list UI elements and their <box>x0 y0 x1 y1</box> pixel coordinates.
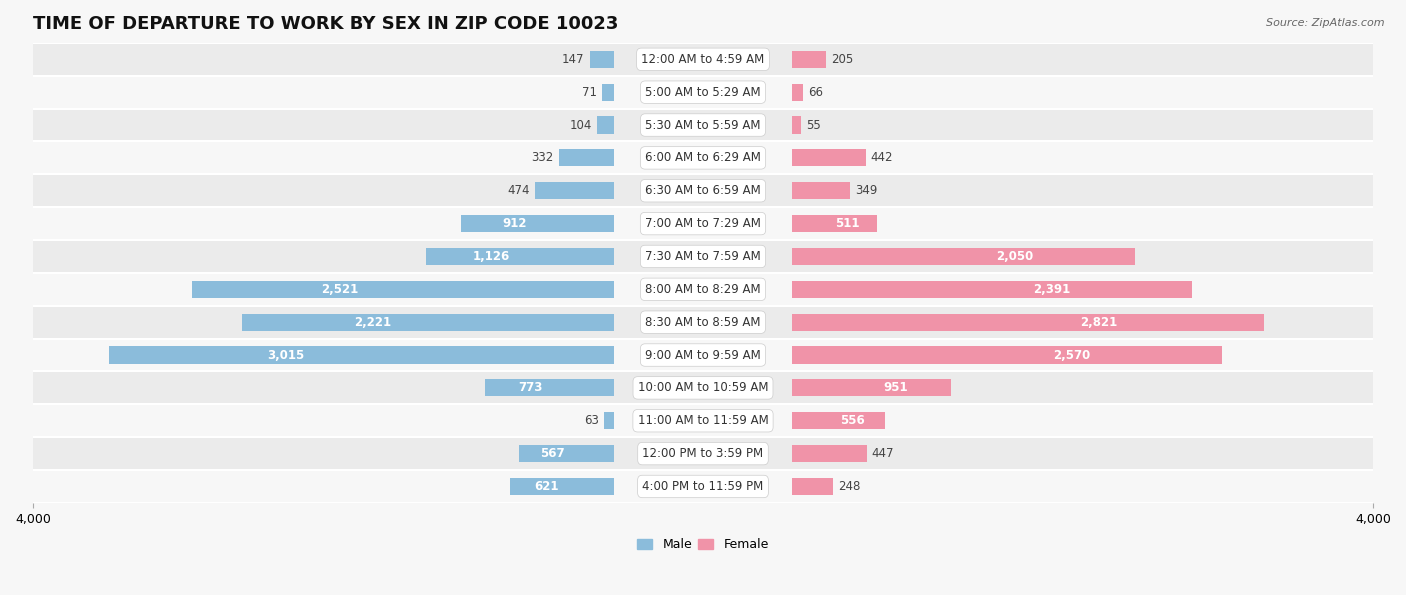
Text: 2,521: 2,521 <box>321 283 359 296</box>
Bar <box>32 405 1374 437</box>
Bar <box>32 371 1374 405</box>
Text: 442: 442 <box>870 151 893 164</box>
Bar <box>485 380 614 396</box>
Text: 3,015: 3,015 <box>267 349 305 362</box>
Bar <box>558 149 614 167</box>
Text: 12:00 AM to 4:59 AM: 12:00 AM to 4:59 AM <box>641 53 765 66</box>
Text: 5:30 AM to 5:59 AM: 5:30 AM to 5:59 AM <box>645 118 761 131</box>
Bar <box>32 109 1374 142</box>
Text: 4:00 PM to 11:59 PM: 4:00 PM to 11:59 PM <box>643 480 763 493</box>
Text: 9:00 AM to 9:59 AM: 9:00 AM to 9:59 AM <box>645 349 761 362</box>
Bar <box>32 142 1374 174</box>
Bar <box>32 470 1374 503</box>
Text: 556: 556 <box>839 414 865 427</box>
Text: 1,126: 1,126 <box>472 250 510 263</box>
Text: 12:00 PM to 3:59 PM: 12:00 PM to 3:59 PM <box>643 447 763 460</box>
Text: 6:30 AM to 6:59 AM: 6:30 AM to 6:59 AM <box>645 184 761 198</box>
Text: 621: 621 <box>534 480 558 493</box>
Bar <box>110 346 614 364</box>
Text: 511: 511 <box>835 217 859 230</box>
Text: 567: 567 <box>540 447 565 460</box>
Bar <box>792 51 827 68</box>
Bar <box>32 207 1374 240</box>
Bar <box>792 248 1135 265</box>
Text: 349: 349 <box>855 184 877 198</box>
Bar <box>426 248 614 265</box>
Text: 8:30 AM to 8:59 AM: 8:30 AM to 8:59 AM <box>645 316 761 328</box>
Text: Source: ZipAtlas.com: Source: ZipAtlas.com <box>1267 18 1385 28</box>
Bar <box>792 182 851 199</box>
Text: 2,391: 2,391 <box>1033 283 1071 296</box>
Bar <box>32 76 1374 109</box>
Text: 5:00 AM to 5:29 AM: 5:00 AM to 5:29 AM <box>645 86 761 99</box>
Text: 951: 951 <box>883 381 908 394</box>
Bar <box>602 84 614 101</box>
Text: 248: 248 <box>838 480 860 493</box>
Bar <box>792 346 1222 364</box>
Bar <box>32 240 1374 273</box>
Bar <box>792 445 866 462</box>
Bar <box>32 437 1374 470</box>
Bar <box>792 412 884 429</box>
Bar <box>32 273 1374 306</box>
Text: 6:00 AM to 6:29 AM: 6:00 AM to 6:29 AM <box>645 151 761 164</box>
Text: 66: 66 <box>808 86 823 99</box>
Text: 912: 912 <box>503 217 527 230</box>
Text: 205: 205 <box>831 53 853 66</box>
Text: 8:00 AM to 8:29 AM: 8:00 AM to 8:29 AM <box>645 283 761 296</box>
Bar <box>792 281 1192 298</box>
Bar <box>32 339 1374 371</box>
Text: 474: 474 <box>508 184 530 198</box>
Bar <box>32 43 1374 76</box>
Bar <box>534 182 614 199</box>
Bar <box>242 314 614 331</box>
Bar <box>191 281 614 298</box>
Bar <box>596 117 614 133</box>
Text: 332: 332 <box>531 151 554 164</box>
Bar <box>510 478 614 495</box>
Text: 10:00 AM to 10:59 AM: 10:00 AM to 10:59 AM <box>638 381 768 394</box>
Text: 773: 773 <box>517 381 543 394</box>
Text: 71: 71 <box>582 86 598 99</box>
Text: 104: 104 <box>569 118 592 131</box>
Bar <box>792 478 834 495</box>
Text: 447: 447 <box>872 447 894 460</box>
Bar <box>519 445 614 462</box>
Text: 2,221: 2,221 <box>354 316 391 328</box>
Text: 55: 55 <box>806 118 821 131</box>
Text: 2,050: 2,050 <box>997 250 1033 263</box>
Text: 147: 147 <box>562 53 585 66</box>
Bar <box>32 174 1374 207</box>
Text: 7:00 AM to 7:29 AM: 7:00 AM to 7:29 AM <box>645 217 761 230</box>
Bar <box>32 306 1374 339</box>
Bar <box>461 215 614 232</box>
Bar <box>792 215 877 232</box>
Legend: Male, Female: Male, Female <box>633 534 773 556</box>
Bar <box>603 412 614 429</box>
Text: TIME OF DEPARTURE TO WORK BY SEX IN ZIP CODE 10023: TIME OF DEPARTURE TO WORK BY SEX IN ZIP … <box>32 15 619 33</box>
Text: 63: 63 <box>583 414 599 427</box>
Text: 2,821: 2,821 <box>1080 316 1118 328</box>
Bar <box>792 314 1264 331</box>
Text: 7:30 AM to 7:59 AM: 7:30 AM to 7:59 AM <box>645 250 761 263</box>
Bar <box>589 51 614 68</box>
Text: 11:00 AM to 11:59 AM: 11:00 AM to 11:59 AM <box>638 414 768 427</box>
Bar <box>792 117 801 133</box>
Text: 2,570: 2,570 <box>1053 349 1090 362</box>
Bar <box>792 149 866 167</box>
Bar <box>792 380 950 396</box>
Bar <box>792 84 803 101</box>
